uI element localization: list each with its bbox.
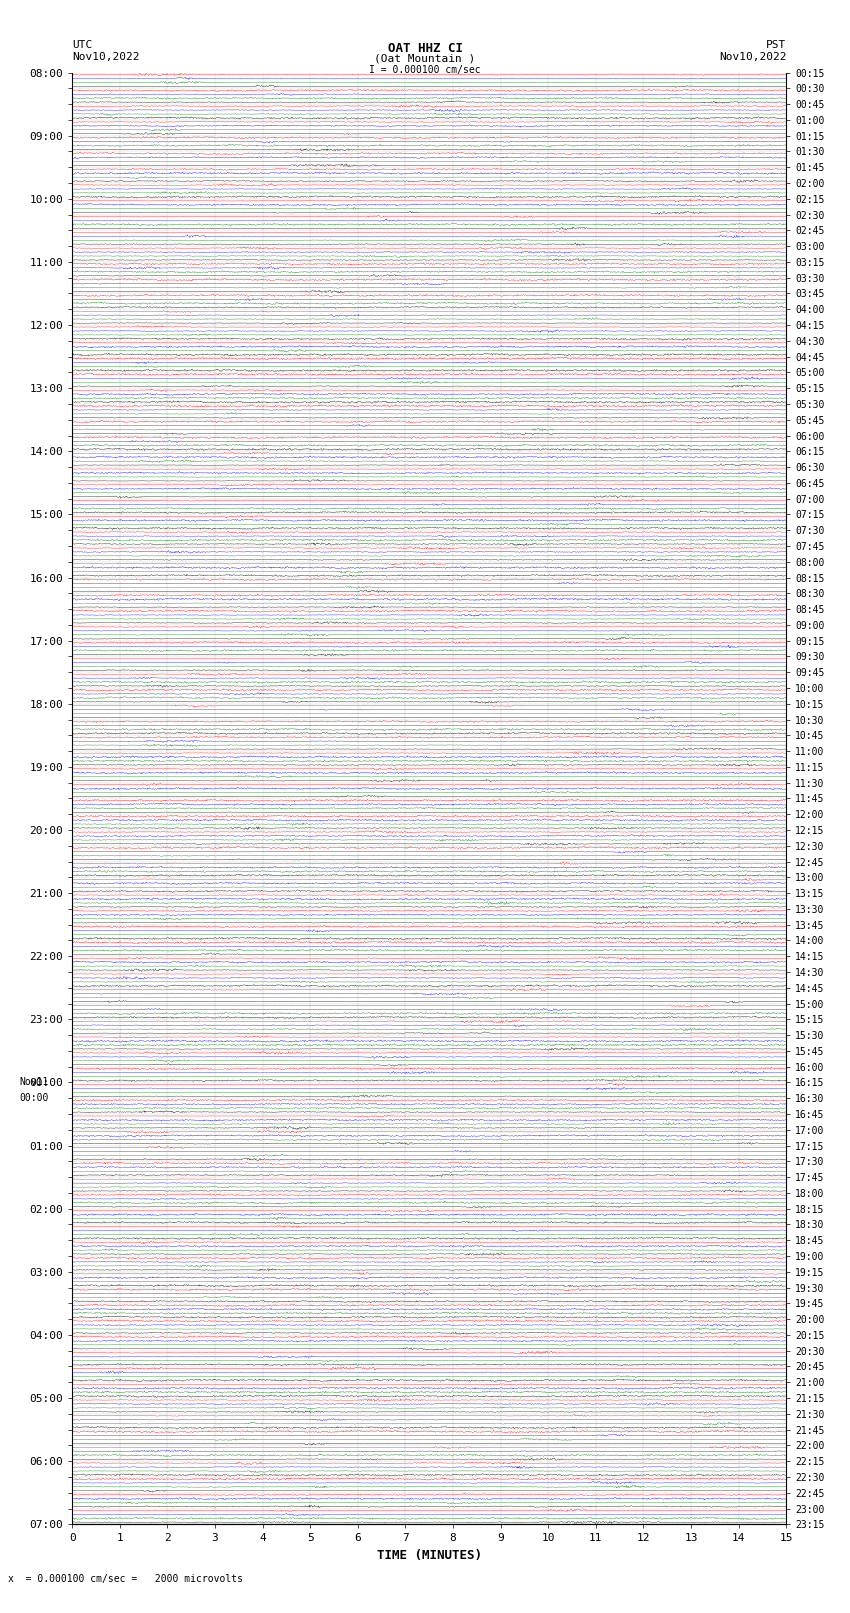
Text: x  = 0.000100 cm/sec =   2000 microvolts: x = 0.000100 cm/sec = 2000 microvolts: [8, 1574, 243, 1584]
Text: UTC: UTC: [72, 40, 93, 50]
X-axis label: TIME (MINUTES): TIME (MINUTES): [377, 1548, 482, 1561]
Text: PST: PST: [766, 40, 786, 50]
Text: I = 0.000100 cm/sec: I = 0.000100 cm/sec: [369, 65, 481, 74]
Text: Nov11: Nov11: [19, 1077, 48, 1087]
Text: OAT HHZ CI: OAT HHZ CI: [388, 42, 462, 55]
Text: (Oat Mountain ): (Oat Mountain ): [374, 53, 476, 63]
Text: Nov10,2022: Nov10,2022: [719, 52, 786, 61]
Text: 00:00: 00:00: [19, 1094, 48, 1103]
Text: Nov10,2022: Nov10,2022: [72, 52, 139, 61]
